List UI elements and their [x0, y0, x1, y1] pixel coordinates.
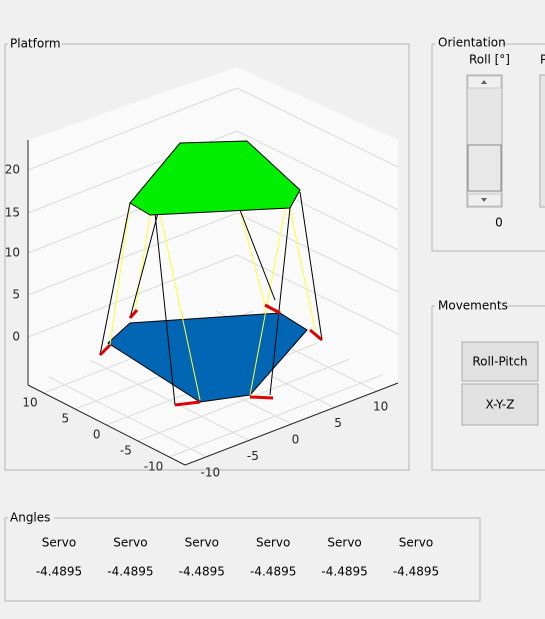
grid-line: [27, 87, 238, 171]
grid-line: [236, 87, 399, 168]
title-bg: [435, 36, 503, 50]
pitch-slider[interactable]: [539, 74, 545, 208]
platform-panel: [4, 43, 410, 471]
y-tick-label: 10: [22, 396, 37, 410]
servo-angle: -4.4895: [250, 565, 296, 579]
z-tick-label: 15: [5, 206, 20, 220]
button[interactable]: X-Y-Z: [461, 383, 539, 426]
slider-value: 0: [495, 216, 503, 230]
z-tick-label: 0: [12, 330, 20, 344]
servo-angle: -4.4895: [321, 565, 367, 579]
grid-line: [27, 254, 238, 338]
x-tick-label: 0: [292, 433, 300, 447]
servo-label: Servo: [399, 536, 433, 550]
button-face[interactable]: [461, 383, 539, 426]
grid-line: [48, 376, 207, 458]
y-tick-label: 5: [61, 412, 69, 426]
x-axis: [184, 382, 399, 466]
grid-line: [236, 130, 399, 211]
panel-title: Angles: [10, 511, 50, 525]
grid-line: [236, 254, 399, 335]
roll-slider[interactable]: [466, 74, 503, 208]
servo-arms: [98, 303, 323, 407]
servo-label: Servo: [185, 536, 219, 550]
back-wall-right: [237, 67, 398, 383]
x-tick-label: 10: [373, 400, 388, 414]
servo-angle: -4.4895: [107, 565, 153, 579]
x-tick-label: -10: [200, 465, 220, 479]
tick-labels: 20 15 10 5 0 10 5 0 -5 -10 -10 -5 0 5 10: [5, 163, 389, 480]
stewart-platform: [98, 140, 323, 407]
button-face[interactable]: [461, 341, 539, 382]
y-axis: [27, 384, 186, 466]
y-tick-label: -5: [120, 444, 132, 458]
servo-angle: -4.4895: [36, 565, 82, 579]
servo-label: Servo: [42, 536, 76, 550]
y-tick-label: -10: [144, 460, 164, 474]
x-tick-label: 5: [334, 416, 342, 430]
angles-panel: [4, 517, 481, 602]
y-tick-label: 0: [93, 428, 101, 442]
servo-label: Servo: [327, 536, 361, 550]
grid-line: [27, 212, 238, 296]
servo-angle: -4.4895: [393, 565, 439, 579]
z-tick-label: 20: [5, 163, 20, 177]
panel-title: Movements: [438, 299, 508, 313]
panel-title: Platform: [10, 37, 61, 51]
angles-grid: Servo -4.4895 Servo -4.4895 Servo -4.4895 Serv…: [36, 536, 439, 579]
axes-3d: [27, 67, 399, 466]
button-label: Roll-Pitch: [472, 355, 527, 369]
title-bg: [8, 37, 62, 51]
title-bg: [435, 299, 507, 313]
z-tick-label: 5: [12, 288, 20, 302]
legs-yellow: [109, 202, 316, 401]
grid-line: [90, 359, 250, 441]
top-plate: [129, 140, 301, 216]
button-label: X-Y-Z: [486, 398, 515, 412]
legs-black: [99, 191, 323, 406]
z-tick-label: 10: [5, 246, 20, 260]
x-tick-label: -5: [247, 449, 259, 463]
button[interactable]: Roll-Pitch: [461, 341, 539, 382]
servo-label: Servo: [256, 536, 290, 550]
arrow-up: [481, 80, 487, 84]
panel-title: Orientation: [438, 36, 506, 50]
slider-thumb[interactable]: [467, 144, 502, 192]
grid-line: [236, 212, 399, 293]
slider-label: P: [540, 53, 545, 67]
servo-angle: -4.4895: [179, 565, 225, 579]
servo-label: Servo: [113, 536, 147, 550]
slider-label: Roll [°]: [469, 53, 510, 67]
arrow-down: [481, 198, 487, 202]
title-bg: [8, 511, 54, 525]
